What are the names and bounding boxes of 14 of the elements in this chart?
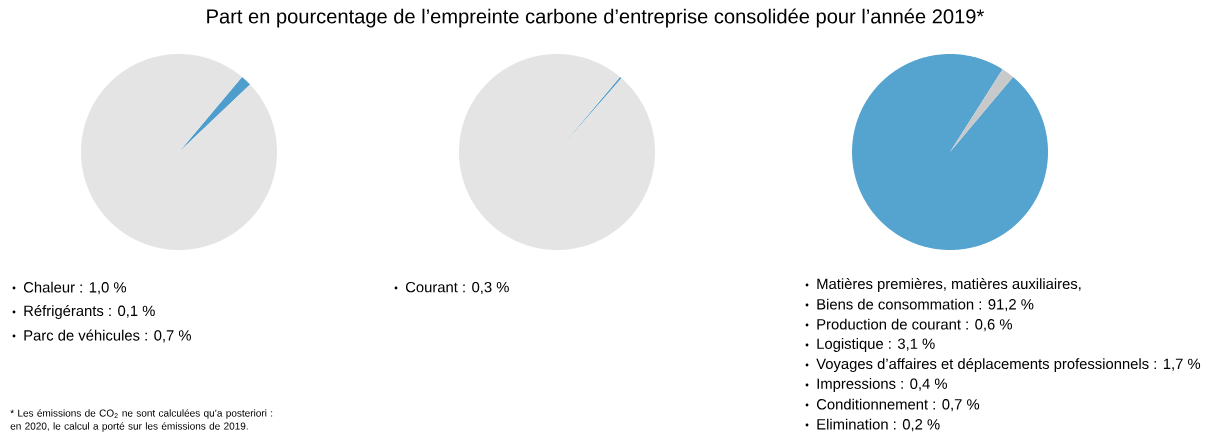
text: Production de courant : 0,6 % xyxy=(817,318,1013,332)
text: Courant : 0,3 % xyxy=(405,281,509,295)
text: Elimination : 0,2 % xyxy=(817,418,940,432)
text: Chaleur : 1,0 % xyxy=(23,281,127,295)
text: * Les émissions de CO$_{2}$ ne sont calculées qu’a posteriori : en 2020, le calcul a porté sur les émissions de 2019. xyxy=(10,409,273,432)
text: Parc de véhicules : 0,7 % xyxy=(24,329,192,343)
text: Logistique : 3,1 % xyxy=(817,338,935,352)
text: Matières premières, matières auxiliaires, xyxy=(817,278,1081,292)
text: Voyages d’affaires et déplacements professionnels : 1,7 % xyxy=(816,358,1201,372)
text: Conditionnement : 0,7 % xyxy=(816,398,980,412)
text: Part en pourcentage de l’empreinte carbone d’entreprise consolidée pour l’année 2019* xyxy=(207,8,984,28)
text: Réfrigérants : 0,1 % xyxy=(24,305,155,319)
text: Impressions : 0,4 % xyxy=(817,378,948,392)
text: Biens de consommation : 91,2 % xyxy=(817,298,1034,312)
